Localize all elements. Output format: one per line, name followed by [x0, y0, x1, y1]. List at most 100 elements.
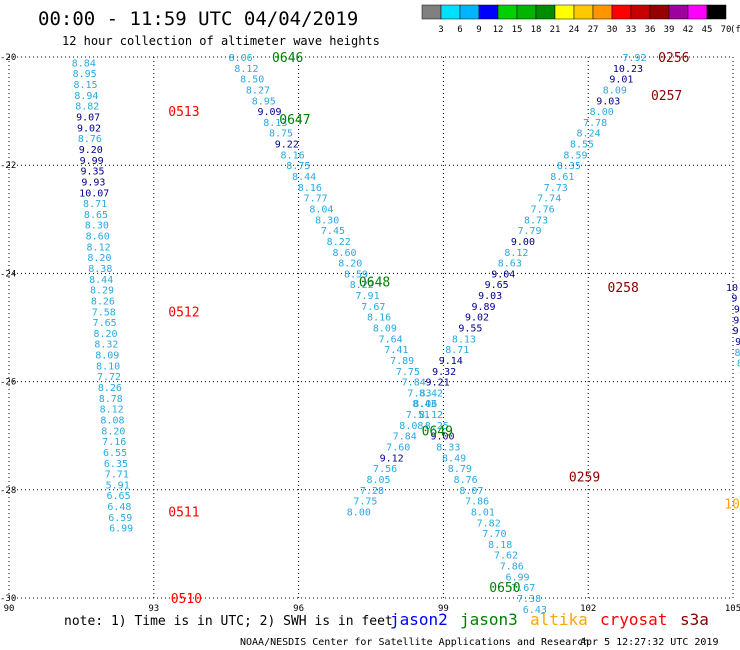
wave-height-tracks: 8.848.958.158.948.829.079.028.769.209.99…: [72, 53, 740, 616]
wave-height-point: 7.78: [583, 118, 607, 129]
y-tick-label: -30: [0, 594, 16, 604]
wave-height-point: 7.70: [482, 529, 506, 540]
y-tick-label: -26: [0, 378, 16, 388]
wave-height-point: 9.04: [491, 269, 515, 280]
wave-height-point: 7.62: [494, 551, 518, 562]
wave-height-point: 8.65: [84, 210, 108, 221]
wave-height-point: 8.60: [86, 232, 110, 243]
color-swatch: [459, 4, 480, 20]
wave-height-point: 7.64: [379, 334, 403, 345]
wave-height-point: 9.0: [735, 337, 740, 348]
wave-height-point: 8.30: [315, 215, 339, 226]
wave-height-point: 9.93: [81, 177, 105, 188]
wave-height-point: 8.44: [292, 172, 316, 183]
wave-height-point: 8.13: [452, 334, 476, 345]
chart-subtitle: 12 hour collection of altimeter wave hei…: [62, 34, 380, 48]
wave-height-point: 8.16: [367, 313, 391, 324]
wave-height-point: 9.03: [596, 96, 620, 107]
wave-height-point: 7.83: [407, 388, 431, 399]
color-scale-label: 24: [569, 25, 580, 35]
wave-height-point: 8.75: [286, 161, 310, 172]
wave-height-point: 6.59: [108, 513, 132, 524]
color-scale-label: 9: [476, 25, 481, 35]
wave-height-point: 8.61: [550, 172, 574, 183]
wave-height-point: 8.78: [99, 394, 123, 405]
wave-height-point: 8.42: [419, 388, 443, 399]
wave-height-point: 7.73: [544, 183, 568, 194]
pass-time-label: 0511: [168, 505, 199, 520]
wave-height-point: 8.10: [96, 361, 120, 372]
color-swatch: [421, 4, 442, 20]
wave-height-point: 8.71: [445, 345, 469, 356]
wave-height-point: 8.09: [603, 85, 627, 96]
wave-height-point: 8.20: [101, 426, 125, 437]
pass-time-label: 0259: [569, 470, 600, 485]
wave-height-point: 8.73: [524, 215, 548, 226]
pass-time-label: 0510: [171, 592, 202, 607]
wave-height-point: 8.12: [419, 410, 443, 421]
wave-height-point: 8.26: [98, 383, 122, 394]
satellite-name: jason3: [460, 610, 518, 629]
wave-height-point: 7.60: [386, 443, 410, 454]
wave-height-point: 9.5: [733, 326, 740, 337]
wave-height-point: 6.55: [103, 448, 127, 459]
color-scale-label: 33: [626, 25, 637, 35]
wave-height-point: 9.: [733, 315, 740, 326]
wave-height-point: 9.14: [439, 356, 463, 367]
wave-height-point: 8.00: [347, 507, 371, 518]
wave-height-point: 8.60: [332, 248, 356, 259]
pass-time-label: 0650: [489, 581, 520, 596]
y-tick-label: -28: [0, 486, 16, 496]
wave-height-point: 7.86: [465, 497, 489, 508]
wave-height-point: 7.45: [321, 226, 345, 237]
wave-height-point: 9.09: [257, 107, 281, 118]
wave-height-point: 8.94: [74, 91, 98, 102]
wave-height-point: 7.16: [102, 437, 126, 448]
pass-time-label: 0513: [168, 105, 199, 120]
wave-height-point: 8.83: [737, 359, 740, 370]
color-scale-label: 15: [512, 25, 523, 35]
wave-height-point: 7.65: [93, 318, 117, 329]
wave-height-point: 10: [726, 283, 738, 294]
wave-height-point: 8.12: [234, 64, 258, 75]
x-tick-label: 99: [438, 604, 449, 614]
color-scale-label: 6: [457, 25, 462, 35]
color-swatch: [440, 4, 461, 20]
color-swatch: [535, 4, 556, 20]
satellite-name: s3a: [680, 610, 709, 629]
color-swatch: [649, 4, 670, 20]
color-swatch: [706, 4, 727, 20]
wave-height-point: 9.21: [426, 378, 450, 389]
wave-height-point: 9.32: [432, 367, 456, 378]
wave-height-point: 8.75: [269, 129, 293, 140]
wave-height-point: 8.04: [309, 204, 333, 215]
wave-height-point: 8.35: [557, 161, 581, 172]
wave-height-point: 9.02: [77, 123, 101, 134]
satellite-legend: jason2 jason3 altika cryosat s3a: [390, 610, 709, 629]
wave-height-point: 6.35: [104, 459, 128, 470]
wave-height-point: 7.28: [360, 486, 384, 497]
wave-height-point: 8.26: [91, 296, 115, 307]
wave-height-point: 8.06: [229, 53, 253, 64]
color-swatch: [554, 4, 575, 20]
footer-timestamp: Apr 5 12:27:32 UTC 2019: [580, 637, 718, 648]
wave-height-point: 8.50: [240, 75, 264, 86]
wave-height-point: 7.84: [393, 432, 417, 443]
wave-height-point: 8.16: [281, 150, 305, 161]
grid-lines: [8, 56, 734, 599]
wave-height-point: 8.24: [577, 129, 601, 140]
wave-height-point: 8.59: [563, 150, 587, 161]
color-scale-label: 12: [493, 25, 504, 35]
wave-height-point: 7.86: [500, 562, 524, 573]
wave-height-point: 8.44: [89, 275, 113, 286]
color-scale-label: 36: [645, 25, 656, 35]
wave-height-point: 9.03: [478, 291, 502, 302]
y-tick-label: -20: [0, 53, 16, 63]
wave-height-point: 10.23: [613, 64, 643, 75]
x-tick-label: 105: [725, 604, 740, 614]
wave-height-point: 8.20: [87, 253, 111, 264]
wave-height-point: 8.49: [442, 453, 466, 464]
wave-height-point: 9.00: [431, 432, 455, 443]
wave-height-point: 8.16: [298, 183, 322, 194]
